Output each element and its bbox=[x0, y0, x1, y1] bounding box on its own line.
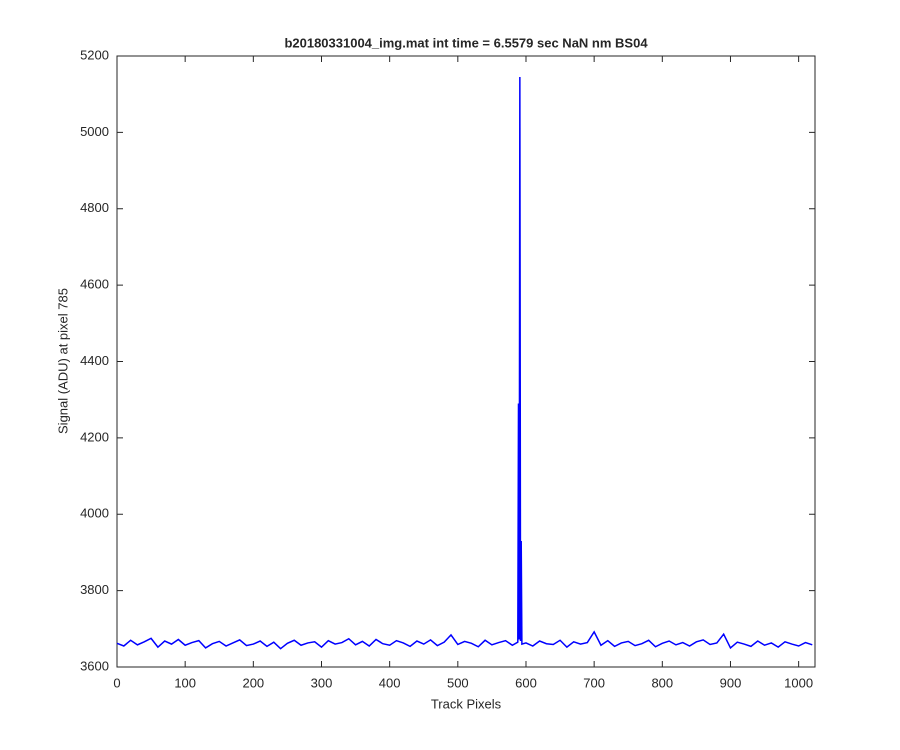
x-tick-label: 300 bbox=[311, 675, 333, 690]
y-tick-label: 4800 bbox=[80, 200, 109, 215]
x-tick-label: 200 bbox=[242, 675, 264, 690]
x-tick-label: 100 bbox=[174, 675, 196, 690]
plot-area bbox=[116, 55, 816, 668]
y-tick-label: 4600 bbox=[80, 277, 109, 292]
x-tick-label: 400 bbox=[379, 675, 401, 690]
x-tick-label: 700 bbox=[583, 675, 605, 690]
x-tick-label: 600 bbox=[515, 675, 537, 690]
data-line bbox=[116, 76, 813, 650]
y-tick-label: 3800 bbox=[80, 582, 109, 597]
x-tick-label: 1000 bbox=[784, 675, 813, 690]
y-tick-label: 4200 bbox=[80, 429, 109, 444]
y-tick-label: 5000 bbox=[80, 124, 109, 139]
y-tick-label: 4400 bbox=[80, 353, 109, 368]
chart-title: b20180331004_img.mat int time = 6.5579 s… bbox=[284, 35, 648, 50]
y-axis-label: Signal (ADU) at pixel 785 bbox=[55, 288, 70, 434]
y-tick-label: 3600 bbox=[80, 658, 109, 673]
y-tick-label: 5200 bbox=[80, 47, 109, 62]
x-tick-label: 800 bbox=[651, 675, 673, 690]
x-axis-label: Track Pixels bbox=[431, 696, 502, 711]
y-tick-label: 4000 bbox=[80, 506, 109, 521]
x-tick-label: 500 bbox=[447, 675, 469, 690]
x-tick-label: 0 bbox=[113, 675, 120, 690]
x-tick-label: 900 bbox=[720, 675, 742, 690]
